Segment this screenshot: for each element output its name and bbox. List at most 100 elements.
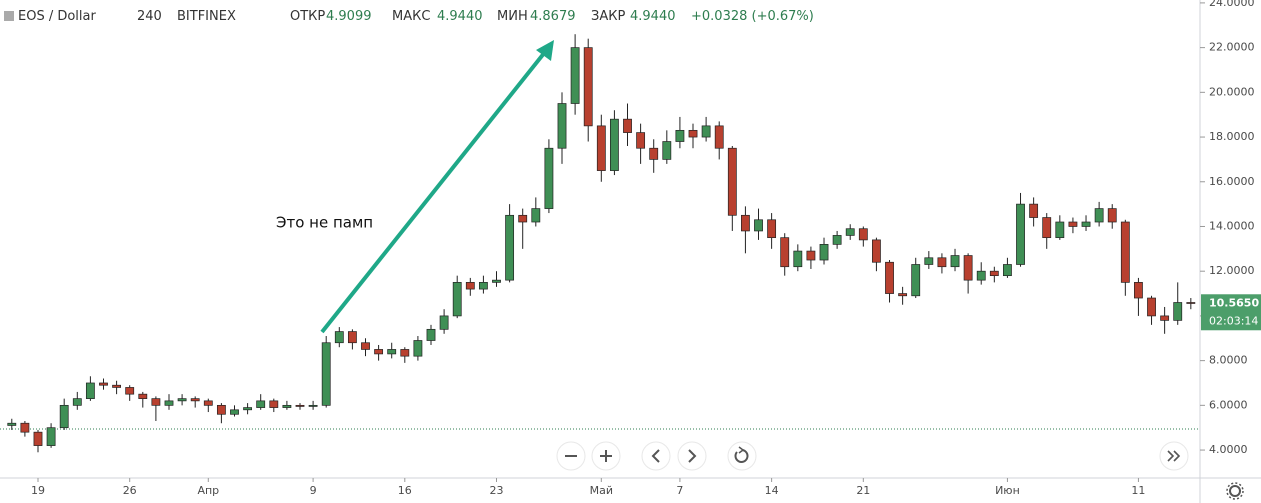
- x-tick-label: 23: [490, 484, 504, 497]
- candle-body: [780, 237, 790, 268]
- candle-body: [1068, 221, 1078, 227]
- candle-body: [1107, 208, 1117, 223]
- candle-body: [688, 129, 698, 138]
- candle-body: [1094, 208, 1104, 223]
- annotation: Это не памп: [276, 214, 373, 232]
- candle-body: [334, 331, 344, 344]
- low-value: 4.8679: [530, 9, 576, 24]
- low-label: МИН: [497, 9, 528, 24]
- candle-body: [636, 132, 646, 149]
- y-tick-label: 6.0000: [1209, 398, 1248, 411]
- scroll-to-end-button[interactable]: [1159, 441, 1189, 471]
- high-label: МАКС: [392, 9, 431, 24]
- candle-body: [452, 282, 462, 317]
- candle-body: [911, 264, 921, 297]
- candle-body: [557, 103, 567, 149]
- symbol[interactable]: EOS / Dollar: [18, 9, 96, 24]
- candle-body: [701, 125, 711, 138]
- x-tick-label: Май: [590, 484, 613, 497]
- x-tick-label: 7: [676, 484, 683, 497]
- open-value: 4.9099: [326, 9, 372, 24]
- reset-button[interactable]: [727, 441, 757, 471]
- scroll-right-button[interactable]: [677, 441, 707, 471]
- y-tick-label: 18.0000: [1209, 130, 1255, 143]
- candle-body: [675, 129, 685, 142]
- candle-body: [976, 270, 986, 281]
- candle-body: [1003, 264, 1012, 277]
- icon: [4, 11, 14, 21]
- zoom-in-button[interactable]: [591, 441, 621, 471]
- candle-body: [465, 282, 475, 290]
- last-price-label: 10.5650: [1209, 296, 1259, 309]
- interval: 240: [137, 9, 162, 24]
- x-tick-label: 14: [765, 484, 779, 497]
- y-tick-label: 4.0000: [1209, 443, 1248, 456]
- candle-body: [741, 214, 750, 232]
- close-value: 4.9440: [630, 9, 676, 24]
- candle-body: [1016, 203, 1025, 265]
- candle-body: [439, 315, 449, 330]
- candle-body: [190, 398, 200, 402]
- candle-body: [33, 431, 43, 446]
- candle-body: [59, 404, 69, 429]
- x-tick-label: 21: [856, 484, 870, 497]
- countdown: 02:03:14: [1209, 314, 1258, 327]
- candle-body: [7, 422, 17, 426]
- candle-body: [1160, 315, 1170, 321]
- candle-body: [596, 125, 606, 171]
- candle-body: [1029, 203, 1039, 218]
- y-tick-label: 12.0000: [1209, 264, 1255, 277]
- candle-body: [1081, 221, 1091, 227]
- candle-body: [282, 404, 292, 408]
- candle-body: [950, 255, 960, 268]
- candle-body: [806, 250, 816, 261]
- candle-body: [1173, 302, 1183, 321]
- candle-body: [767, 219, 777, 239]
- candle-body: [623, 118, 632, 133]
- candle-body: [374, 349, 384, 355]
- candle-body: [937, 257, 947, 268]
- x-tick-label: 19: [31, 484, 45, 497]
- x-tick-label: 9: [310, 484, 317, 497]
- candle-body: [308, 404, 318, 407]
- arrow: [320, 40, 554, 334]
- candle-body: [609, 118, 619, 171]
- candle-body: [505, 214, 515, 281]
- candle-body: [570, 47, 580, 104]
- candle-body: [531, 208, 541, 223]
- candle-body: [714, 125, 724, 149]
- last-price-box: [1201, 294, 1261, 331]
- candle-body: [99, 382, 108, 386]
- candle-body: [989, 270, 999, 277]
- candle-body: [203, 400, 213, 406]
- candle-body: [832, 235, 842, 245]
- y-tick-label: 14.0000: [1209, 219, 1255, 232]
- candle-body: [793, 250, 803, 268]
- candle-body: [72, 398, 82, 406]
- close-label: ЗАКР: [591, 9, 626, 24]
- candle-body: [845, 228, 855, 236]
- candle-body: [164, 400, 174, 406]
- settings-button[interactable]: [1226, 482, 1244, 500]
- candle-body: [1134, 282, 1143, 299]
- y-tick-label: 24.0000: [1209, 0, 1255, 9]
- candle-body: [754, 219, 763, 232]
- zoom-out-button[interactable]: [556, 441, 586, 471]
- candle-body: [295, 404, 305, 407]
- candle-body: [85, 382, 95, 399]
- high-value: 4.9440: [437, 9, 483, 24]
- y-tick-label: 8.0000: [1209, 354, 1248, 367]
- candle-body: [151, 398, 161, 406]
- scroll-left-button[interactable]: [641, 441, 671, 471]
- candle-body: [898, 293, 908, 297]
- candle-body: [1055, 221, 1065, 239]
- candle-body: [426, 328, 436, 341]
- candle-body: [413, 340, 423, 357]
- candle-body: [885, 261, 894, 294]
- candle-body: [230, 409, 239, 415]
- y-tick-label: 20.0000: [1209, 85, 1255, 98]
- candle-body: [177, 398, 187, 402]
- y-tick-label: 22.0000: [1209, 41, 1255, 54]
